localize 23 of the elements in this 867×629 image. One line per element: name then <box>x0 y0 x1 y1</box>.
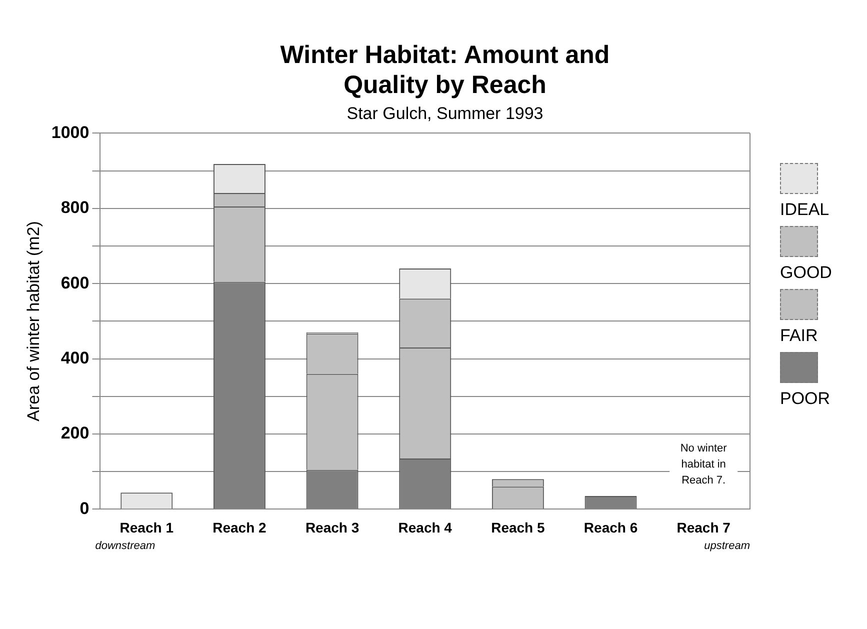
x-tick-label: Reach 1 <box>120 519 174 536</box>
x-tick-label: Reach 2 <box>212 519 267 536</box>
x-tick-label: Reach 5 <box>491 519 545 536</box>
legend-label: FAIR <box>780 326 819 346</box>
legend-label: GOOD <box>780 263 832 283</box>
x-tick-label: Reach 4 <box>398 519 452 536</box>
y-tick-label: 1000 <box>51 122 90 142</box>
x-tick-label: Reach 7 <box>676 519 731 536</box>
text: downstream <box>95 540 156 552</box>
y-tick-label: 800 <box>60 198 90 218</box>
chart-subtitle: Star Gulch, Summer 1993 <box>346 104 544 124</box>
y-tick-label: 600 <box>60 273 90 292</box>
legend-label: POOR <box>780 389 832 409</box>
legend-label: IDEAL <box>780 200 830 220</box>
annotation: No winter habitat in Reach 7. <box>680 442 728 487</box>
text: upstream <box>704 540 750 552</box>
y-tick-label: 0 <box>80 498 90 518</box>
x-tick-label: Reach 6 <box>584 519 638 536</box>
y-tick-label: 200 <box>60 424 90 443</box>
y-tick-label: 400 <box>60 348 90 368</box>
chart-title: Winter Habitat: Amount and Quality by Reach <box>279 40 611 100</box>
y-axis-title: Area of winter habitat (m2) <box>24 221 43 422</box>
x-tick-label: Reach 3 <box>305 519 360 536</box>
